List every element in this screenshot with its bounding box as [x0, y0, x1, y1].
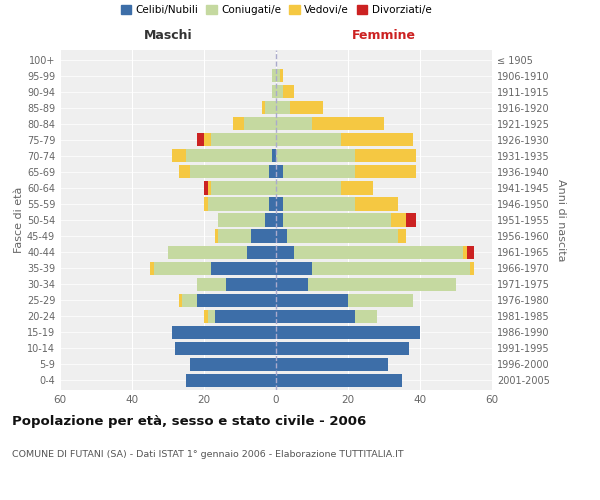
Bar [355, 150, 416, 162]
Bar [276, 69, 280, 82]
Bar [290, 101, 323, 114]
Bar [463, 246, 467, 258]
Bar [269, 198, 276, 210]
Bar [276, 166, 283, 178]
Bar [276, 117, 312, 130]
Bar [179, 294, 182, 307]
Bar [276, 150, 355, 162]
Bar [272, 85, 276, 98]
Bar [398, 230, 406, 242]
Bar [172, 150, 186, 162]
Bar [294, 246, 463, 258]
Bar [186, 150, 272, 162]
Bar [175, 342, 276, 355]
Bar [226, 278, 276, 290]
Bar [186, 374, 276, 387]
Bar [276, 374, 402, 387]
Bar [276, 358, 388, 371]
Bar [251, 230, 276, 242]
Y-axis label: Fasce di età: Fasce di età [14, 187, 24, 253]
Bar [276, 342, 409, 355]
Bar [348, 294, 413, 307]
Bar [276, 294, 348, 307]
Bar [276, 262, 312, 274]
Bar [204, 310, 208, 323]
Bar [470, 262, 474, 274]
Bar [283, 166, 355, 178]
Bar [308, 278, 456, 290]
Bar [280, 69, 283, 82]
Bar [150, 262, 154, 274]
Bar [154, 262, 211, 274]
Bar [197, 294, 276, 307]
Bar [172, 326, 276, 339]
Bar [341, 182, 373, 194]
Bar [190, 358, 276, 371]
Bar [197, 278, 226, 290]
Bar [168, 246, 247, 258]
Text: Femmine: Femmine [352, 29, 416, 42]
Bar [244, 117, 276, 130]
Bar [211, 262, 276, 274]
Bar [341, 133, 413, 146]
Bar [276, 133, 341, 146]
Bar [211, 182, 276, 194]
Text: COMUNE DI FUTANI (SA) - Dati ISTAT 1° gennaio 2006 - Elaborazione TUTTITALIA.IT: COMUNE DI FUTANI (SA) - Dati ISTAT 1° ge… [12, 450, 404, 459]
Bar [406, 214, 416, 226]
Bar [283, 198, 355, 210]
Bar [276, 214, 283, 226]
Bar [283, 85, 294, 98]
Bar [204, 198, 208, 210]
Text: Maschi: Maschi [143, 29, 193, 42]
Bar [287, 230, 398, 242]
Bar [276, 101, 290, 114]
Bar [355, 166, 416, 178]
Bar [215, 230, 218, 242]
Bar [218, 214, 265, 226]
Bar [391, 214, 406, 226]
Bar [182, 294, 197, 307]
Bar [276, 230, 287, 242]
Bar [355, 310, 377, 323]
Bar [283, 214, 391, 226]
Bar [276, 326, 420, 339]
Bar [208, 198, 269, 210]
Bar [276, 278, 308, 290]
Bar [262, 101, 265, 114]
Text: Popolazione per età, sesso e stato civile - 2006: Popolazione per età, sesso e stato civil… [12, 415, 366, 428]
Bar [276, 198, 283, 210]
Bar [265, 214, 276, 226]
Bar [265, 101, 276, 114]
Bar [208, 310, 215, 323]
Bar [197, 133, 204, 146]
Bar [312, 117, 384, 130]
Bar [233, 117, 244, 130]
Bar [179, 166, 190, 178]
Bar [272, 69, 276, 82]
Bar [276, 85, 283, 98]
Bar [355, 198, 398, 210]
Bar [312, 262, 470, 274]
Y-axis label: Anni di nascita: Anni di nascita [556, 179, 566, 261]
Bar [218, 230, 251, 242]
Legend: Celibi/Nubili, Coniugati/e, Vedovi/e, Divorziati/e: Celibi/Nubili, Coniugati/e, Vedovi/e, Di… [116, 1, 436, 19]
Bar [211, 133, 276, 146]
Bar [190, 166, 269, 178]
Bar [467, 246, 474, 258]
Bar [272, 150, 276, 162]
Bar [204, 133, 211, 146]
Bar [215, 310, 276, 323]
Bar [204, 182, 208, 194]
Bar [247, 246, 276, 258]
Bar [276, 246, 294, 258]
Bar [276, 310, 355, 323]
Bar [276, 182, 341, 194]
Bar [208, 182, 211, 194]
Bar [269, 166, 276, 178]
